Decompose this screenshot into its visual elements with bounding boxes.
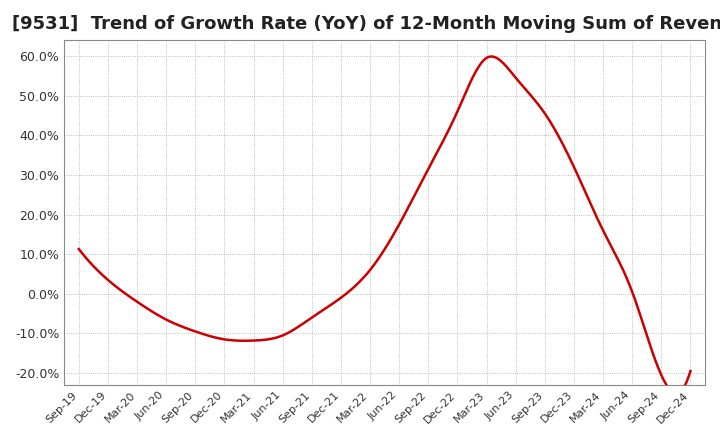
- Title: [9531]  Trend of Growth Rate (YoY) of 12-Month Moving Sum of Revenues: [9531] Trend of Growth Rate (YoY) of 12-…: [12, 15, 720, 33]
